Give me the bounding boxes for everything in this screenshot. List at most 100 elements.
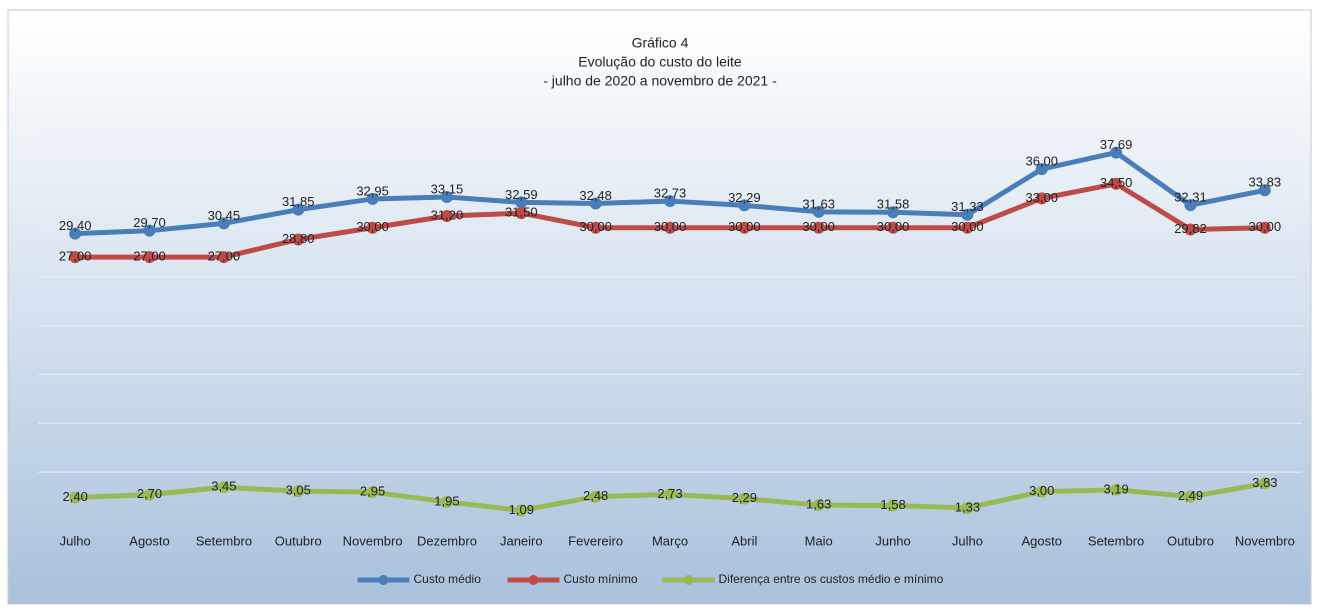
marker <box>589 197 602 210</box>
data-label: 3,05 <box>286 483 311 498</box>
marker <box>664 488 676 501</box>
marker <box>440 495 453 508</box>
data-label: 30,45 <box>208 208 241 223</box>
marker <box>292 233 305 246</box>
data-label: 2,29 <box>732 490 757 505</box>
marker <box>69 251 82 264</box>
x-tick-label: Março <box>652 533 688 548</box>
marker <box>812 221 825 234</box>
marker <box>1258 184 1271 197</box>
x-tick-label: Novembro <box>343 533 403 548</box>
marker <box>1035 485 1048 498</box>
marker <box>1110 146 1123 159</box>
marker <box>1258 221 1271 234</box>
marker <box>589 221 602 234</box>
chart-subtitle: - julho de 2020 a novembro de 2021 - <box>543 73 777 89</box>
data-label: 32,59 <box>505 187 538 202</box>
marker <box>1110 177 1123 190</box>
data-label: 31,20 <box>431 207 464 222</box>
x-tick-label: Setembro <box>1088 533 1144 548</box>
data-label: 33,15 <box>431 181 464 196</box>
chart-background <box>7 9 1312 605</box>
data-label: 31,85 <box>282 194 315 209</box>
marker <box>961 208 974 221</box>
marker <box>664 221 676 234</box>
data-label: 3,45 <box>211 479 236 494</box>
marker <box>1110 483 1123 496</box>
marker <box>515 207 528 220</box>
marker <box>961 501 974 514</box>
data-label: 31,58 <box>877 197 910 212</box>
legend-marker <box>683 575 694 585</box>
data-label: 2,49 <box>1178 488 1203 503</box>
data-label: 30,00 <box>877 219 910 234</box>
data-label: 1,33 <box>955 499 980 514</box>
data-label: 2,73 <box>657 486 682 501</box>
x-tick-label: Agosto <box>129 533 169 548</box>
data-label: 31,50 <box>505 205 538 220</box>
marker <box>440 190 453 203</box>
marker <box>143 488 156 501</box>
marker <box>292 485 305 498</box>
legend-marker <box>528 575 539 585</box>
marker <box>69 491 82 504</box>
chart-title: Gráfico 4 <box>632 35 689 51</box>
marker <box>738 199 751 212</box>
x-tick-label: Agosto <box>1022 533 1062 548</box>
data-label: 2,95 <box>360 484 385 499</box>
marker <box>887 221 900 234</box>
marker <box>738 221 751 234</box>
x-tick-label: Dezembro <box>417 533 477 548</box>
data-label: 30,00 <box>579 219 612 234</box>
data-label: 32,95 <box>356 183 389 198</box>
legend-label: Custo médio <box>414 572 482 586</box>
x-tick-label: Junho <box>875 533 910 548</box>
marker <box>217 217 230 230</box>
data-label: 30,00 <box>802 219 835 234</box>
x-tick-label: Fevereiro <box>568 533 623 548</box>
marker <box>738 492 751 505</box>
data-label: 2,48 <box>583 488 608 503</box>
x-tick-label: Abril <box>731 533 757 548</box>
data-label: 32,31 <box>1174 190 1207 205</box>
data-label: 1,58 <box>880 497 905 512</box>
marker <box>887 206 900 219</box>
marker <box>217 481 230 494</box>
data-label: 37,69 <box>1100 137 1133 152</box>
marker <box>69 227 82 240</box>
data-label: 32,48 <box>579 188 612 203</box>
data-label: 2,70 <box>137 486 162 501</box>
chart-subtitle: Evolução do custo do leite <box>578 54 742 70</box>
marker <box>143 224 156 237</box>
marker <box>217 251 230 264</box>
data-label: 1,09 <box>509 502 534 517</box>
x-tick-label: Janeiro <box>500 533 543 548</box>
data-label: 30,00 <box>728 219 761 234</box>
marker <box>1258 477 1271 490</box>
marker <box>589 490 602 503</box>
data-label: 1,63 <box>806 497 831 512</box>
data-label: 33,00 <box>1025 190 1058 205</box>
marker <box>366 221 379 234</box>
data-label: 3,19 <box>1103 481 1128 496</box>
data-label: 34,50 <box>1100 175 1133 190</box>
marker <box>1184 490 1197 503</box>
data-label: 29,40 <box>59 218 92 233</box>
data-label: 2,40 <box>63 489 88 504</box>
data-label: 30,00 <box>1249 219 1282 234</box>
data-label: 27,00 <box>208 249 241 264</box>
data-label: 29,70 <box>133 215 166 230</box>
marker <box>1035 163 1048 176</box>
data-label: 3,00 <box>1029 483 1054 498</box>
legend-marker <box>378 575 389 585</box>
data-label: 30,00 <box>356 219 389 234</box>
marker <box>366 486 379 499</box>
marker <box>812 205 825 218</box>
marker <box>515 504 528 517</box>
marker <box>961 221 974 234</box>
data-label: 29,82 <box>1174 221 1207 236</box>
x-tick-label: Maio <box>805 533 833 548</box>
x-tick-label: Outubro <box>275 533 322 548</box>
data-label: 27,00 <box>133 249 166 264</box>
